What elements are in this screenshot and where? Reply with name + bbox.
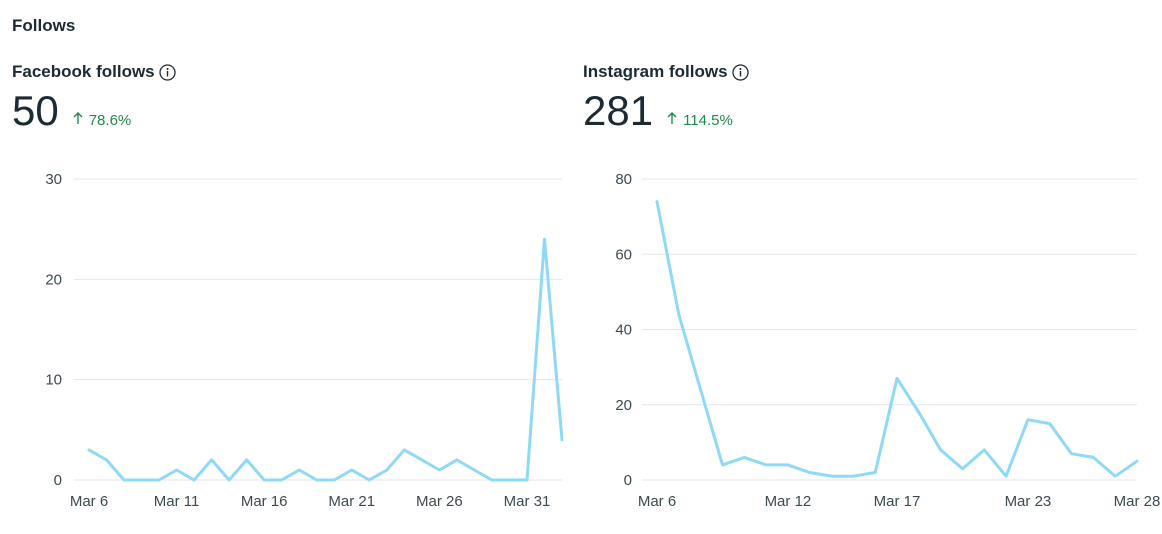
y-tick-label: 60 — [615, 246, 632, 263]
x-tick-label: Mar 26 — [416, 493, 463, 510]
instagram-follows-panel: Instagram follows 281 114.5% 0 20 40 60 80 Ma… — [570, 0, 1162, 534]
y-tick-label: 20 — [45, 271, 62, 288]
facebook-follows-panel: Facebook follows 50 78.6% 0 10 20 30 Mar 6 Ma… — [0, 0, 575, 534]
instagram-follows-header: Instagram follows — [583, 62, 749, 82]
instagram-follows-chart: 0 20 40 60 80 Mar 6 Mar 12 Mar 17 Mar 23 Mar 28 — [615, 171, 1161, 510]
info-circle-icon[interactable] — [158, 63, 176, 81]
facebook-follows-title: Facebook follows — [12, 62, 155, 81]
info-circle-icon[interactable] — [731, 63, 749, 81]
y-tick-label: 30 — [45, 171, 62, 188]
x-tick-label: Mar 21 — [328, 493, 375, 510]
facebook-follows-header: Facebook follows — [12, 62, 176, 82]
instagram-follows-value: 281 — [583, 87, 654, 134]
x-tick-label: Mar 17 — [874, 493, 921, 510]
instagram-follows-metric: 281 114.5% — [583, 90, 733, 132]
arrow-up-icon — [667, 112, 677, 129]
x-tick-label: Mar 6 — [70, 493, 108, 510]
y-tick-label: 40 — [615, 322, 632, 339]
instagram-follows-title: Instagram follows — [583, 62, 728, 81]
y-tick-label: 0 — [624, 472, 632, 489]
x-tick-label: Mar 12 — [765, 493, 812, 510]
y-tick-label: 10 — [45, 372, 62, 389]
y-tick-label: 80 — [615, 171, 632, 188]
y-tick-label: 0 — [54, 472, 62, 489]
facebook-follows-delta-value: 78.6% — [88, 112, 132, 129]
facebook-follows-delta: 78.6% — [73, 112, 132, 129]
facebook-follows-chart: 0 10 20 30 Mar 6 Mar 11 Mar 16 Mar 21 Mar 26 Mar … — [45, 171, 564, 510]
x-tick-label: Mar 16 — [241, 493, 288, 510]
facebook-follows-metric: 50 78.6% — [12, 90, 131, 132]
x-tick-label: Mar 11 — [154, 493, 200, 510]
y-tick-label: 20 — [615, 397, 632, 414]
x-tick-label: Mar 6 — [638, 493, 676, 510]
series-line — [655, 200, 1139, 478]
instagram-follows-delta-value: 114.5% — [683, 112, 733, 129]
series-line — [87, 237, 564, 482]
x-tick-label: Mar 31 — [504, 493, 551, 510]
facebook-follows-value: 50 — [12, 87, 59, 134]
section-title: Follows — [12, 16, 76, 35]
arrow-up-icon — [73, 112, 83, 129]
x-tick-label: Mar 23 — [1005, 493, 1052, 510]
x-tick-label: Mar 28 — [1114, 493, 1161, 510]
instagram-follows-delta: 114.5% — [667, 112, 733, 129]
